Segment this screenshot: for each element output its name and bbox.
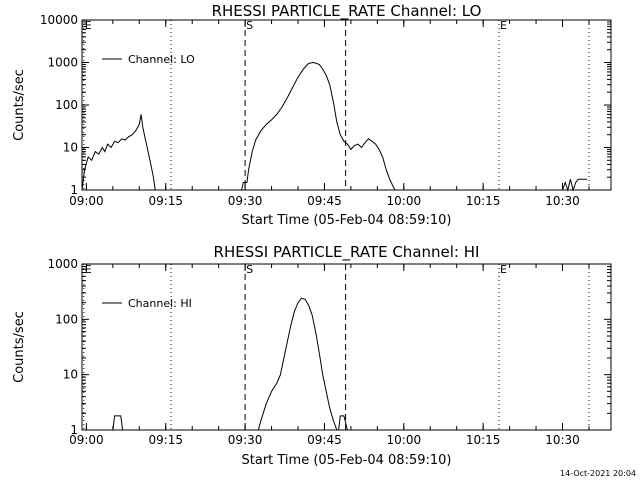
legend-label: Channel: LO bbox=[128, 53, 195, 66]
x-tick-label: 09:00 bbox=[69, 433, 104, 447]
panel-hi: RHESSI PARTICLE_RATE Channel: HI 1 10 100 10… bbox=[12, 243, 612, 468]
x-axis-label: Start Time (05-Feb-04 08:59:10) bbox=[242, 213, 452, 228]
x-tick-label: 09:00 bbox=[69, 194, 104, 208]
y-tick-label: 100 bbox=[55, 98, 78, 112]
x-tick-label: 09:15 bbox=[148, 433, 183, 447]
y-tick-label: 100 bbox=[55, 312, 78, 326]
x-tick-label: 10:30 bbox=[545, 194, 580, 208]
x-tick-label: 10:00 bbox=[387, 194, 422, 208]
plot-frame bbox=[81, 19, 612, 191]
series-line bbox=[81, 61, 588, 192]
y-axis-label: Counts/sec bbox=[12, 311, 27, 383]
x-tick-label: 10:00 bbox=[387, 433, 422, 447]
marker-flag: E bbox=[85, 19, 92, 32]
x-axis-label: Start Time (05-Feb-04 08:59:10) bbox=[242, 453, 452, 468]
y-tick-label: 1000 bbox=[47, 56, 78, 70]
marker-flag: E bbox=[500, 19, 507, 32]
plot-frame bbox=[81, 263, 612, 431]
chart-title: RHESSI PARTICLE_RATE Channel: HI bbox=[214, 243, 480, 262]
footer-timestamp: 14-Oct-2021 20:04 bbox=[560, 469, 636, 478]
x-tick-label: 09:45 bbox=[307, 194, 342, 208]
y-tick-label: 1000 bbox=[47, 257, 78, 271]
marker-flag: S bbox=[246, 19, 253, 32]
panel-lo: RHESSI PARTICLE_RATE Channel: LO 1 10 100 10… bbox=[12, 2, 612, 228]
x-tick-label: 09:15 bbox=[148, 194, 183, 208]
y-tick-label: 1 bbox=[70, 423, 78, 437]
x-tick-label: 10:15 bbox=[466, 194, 501, 208]
x-tick-label: 10:30 bbox=[545, 433, 580, 447]
marker-flag: S bbox=[246, 263, 253, 276]
series-line bbox=[112, 297, 350, 431]
y-tick-label: 1 bbox=[70, 183, 78, 197]
chart-title: RHESSI PARTICLE_RATE Channel: LO bbox=[212, 2, 482, 21]
x-tick-label: 09:45 bbox=[307, 433, 342, 447]
y-tick-label: 10 bbox=[63, 368, 78, 382]
y-tick-label: 10000 bbox=[40, 13, 78, 27]
legend-label: Channel: HI bbox=[128, 297, 192, 310]
marker-flag: E bbox=[85, 263, 92, 276]
y-axis-label: Counts/sec bbox=[12, 69, 27, 141]
x-tick-label: 09:30 bbox=[228, 433, 263, 447]
x-tick-label: 10:15 bbox=[466, 433, 501, 447]
x-tick-label: 09:30 bbox=[228, 194, 263, 208]
y-tick-label: 10 bbox=[63, 141, 78, 155]
marker-flag: E bbox=[500, 263, 507, 276]
